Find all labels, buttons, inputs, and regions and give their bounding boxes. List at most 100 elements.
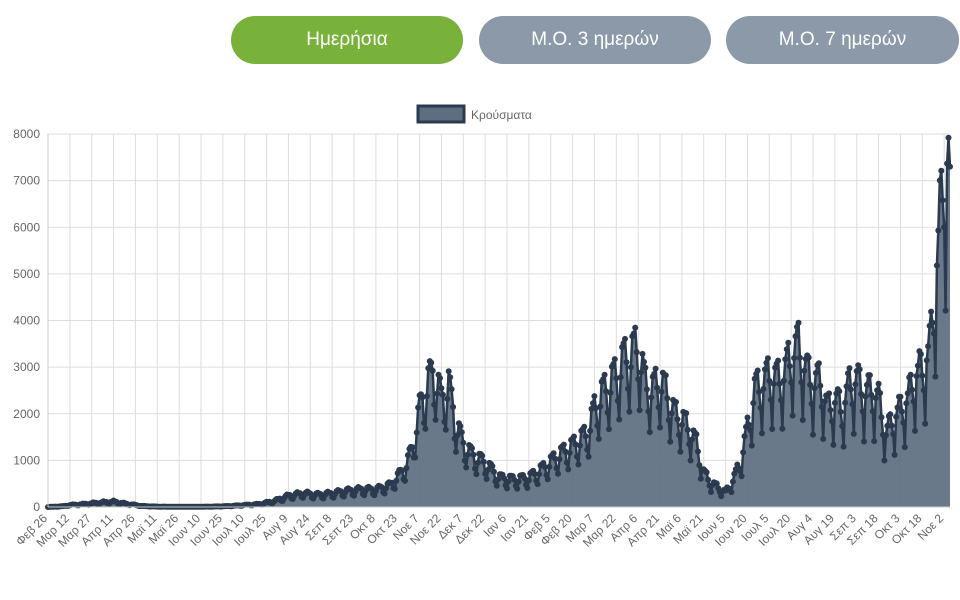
data-point — [574, 453, 580, 460]
data-point — [741, 433, 748, 440]
data-point — [399, 467, 406, 474]
data-point — [444, 395, 451, 402]
y-tick-label: 2000 — [13, 407, 40, 421]
data-point — [423, 393, 430, 400]
data-point — [697, 475, 704, 482]
data-point — [897, 393, 904, 400]
legend: Κρούσματα — [416, 104, 532, 124]
data-point — [442, 426, 449, 433]
data-point — [836, 388, 843, 395]
data-point — [858, 391, 865, 397]
data-point — [658, 388, 665, 395]
data-point — [942, 307, 949, 314]
data-point — [847, 386, 854, 393]
data-point — [871, 438, 878, 445]
data-point — [829, 418, 835, 425]
data-point — [606, 426, 612, 433]
data-point — [630, 330, 637, 337]
data-point — [747, 427, 754, 434]
data-point — [582, 433, 589, 440]
data-point — [584, 446, 591, 453]
data-point — [925, 343, 932, 350]
data-point — [439, 391, 446, 398]
data-point — [947, 163, 953, 170]
data-point — [798, 379, 805, 386]
data-point — [887, 411, 894, 418]
data-point — [909, 386, 916, 393]
data-point — [438, 385, 445, 392]
data-point — [815, 360, 822, 367]
data-point — [686, 441, 693, 448]
data-point — [585, 453, 592, 460]
data-point — [929, 319, 936, 326]
data-point — [678, 421, 685, 428]
data-point — [846, 365, 853, 372]
data-point — [461, 457, 468, 464]
daily-button[interactable]: Ημερήσια — [231, 16, 463, 64]
view-mode-buttons: Ημερήσια Μ.Ο. 3 ημερών Μ.Ο. 7 ημερών — [231, 16, 959, 64]
data-point — [907, 371, 914, 378]
data-point — [866, 372, 873, 379]
data-point — [770, 380, 777, 387]
data-point — [708, 489, 714, 495]
data-point — [852, 381, 859, 388]
data-point — [473, 471, 480, 478]
data-point — [780, 377, 787, 384]
data-point — [740, 449, 747, 456]
data-point — [830, 441, 837, 448]
data-point — [849, 401, 856, 408]
data-point — [636, 407, 643, 414]
data-point — [703, 469, 710, 476]
data-point — [939, 197, 946, 204]
data-point — [795, 319, 802, 326]
data-point — [665, 417, 672, 424]
data-point — [480, 458, 487, 465]
data-point — [933, 262, 940, 269]
data-point — [693, 431, 700, 438]
data-point — [904, 390, 911, 397]
data-point — [923, 357, 930, 364]
data-point — [862, 393, 869, 400]
y-tick-label: 8000 — [13, 127, 40, 141]
data-point — [448, 386, 455, 393]
data-point — [413, 429, 420, 436]
data-point — [654, 384, 661, 391]
data-point — [664, 395, 671, 402]
data-point — [541, 464, 548, 470]
data-point — [884, 422, 891, 429]
data-point — [737, 468, 744, 475]
data-point — [404, 452, 411, 459]
data-point — [778, 397, 784, 404]
data-point — [501, 475, 508, 482]
data-point — [639, 350, 646, 357]
data-point — [920, 387, 927, 394]
avg-7-days-button[interactable]: Μ.Ο. 7 ημερών — [726, 16, 959, 64]
y-tick-label: 6000 — [13, 220, 40, 234]
data-point — [941, 224, 948, 231]
avg-3-days-button[interactable]: Μ.Ο. 3 ημερών — [479, 16, 711, 64]
data-point — [729, 478, 736, 485]
data-point — [489, 463, 496, 470]
data-point — [759, 430, 765, 437]
data-point — [431, 401, 438, 408]
y-tick-label: 1000 — [13, 453, 40, 467]
data-point — [566, 450, 573, 456]
data-point — [805, 354, 812, 361]
y-tick-label: 7000 — [13, 174, 40, 188]
data-point — [919, 372, 926, 379]
data-point — [845, 370, 851, 377]
data-point — [932, 373, 939, 380]
data-point — [696, 462, 703, 469]
data-point — [713, 480, 720, 487]
data-point — [890, 431, 897, 437]
data-point — [638, 369, 645, 376]
data-point — [600, 376, 607, 383]
legend-label: Κρούσματα — [471, 108, 532, 122]
data-point — [796, 354, 803, 361]
data-point — [454, 432, 461, 439]
data-point — [391, 485, 398, 492]
data-point — [553, 465, 560, 472]
data-point — [633, 349, 640, 356]
data-point — [412, 454, 419, 461]
data-point — [694, 448, 701, 455]
